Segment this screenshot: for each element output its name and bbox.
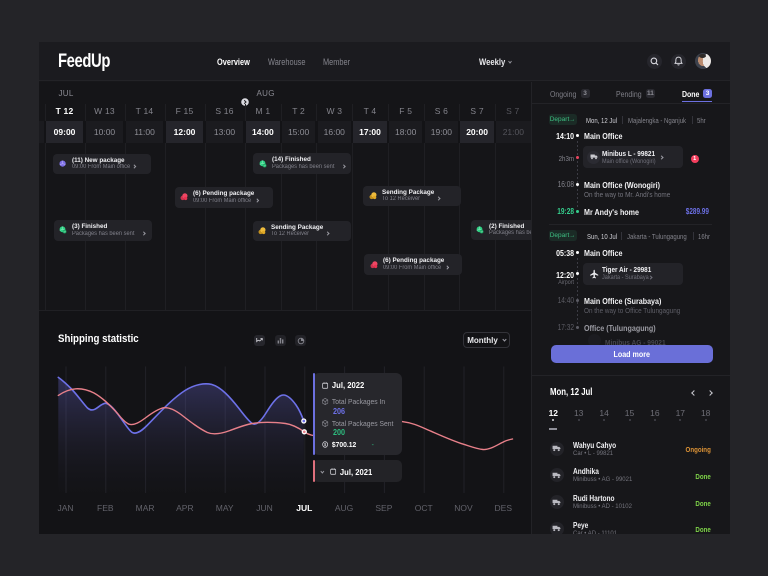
svg-text:$: $: [324, 442, 327, 447]
